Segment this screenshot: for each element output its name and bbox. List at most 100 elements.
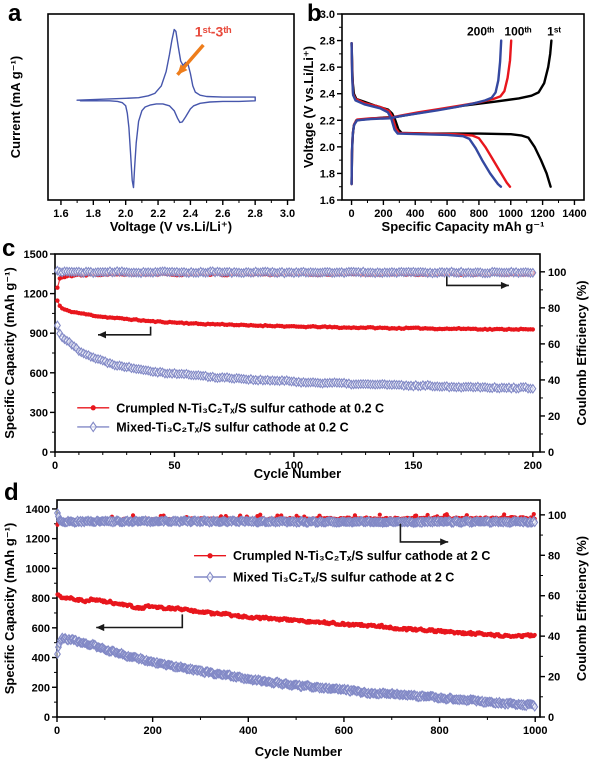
peak-pointer-arrow xyxy=(176,43,205,76)
x-axis-label: Specific Capacity mAh g⁻¹ xyxy=(382,219,545,234)
svg-text:800: 800 xyxy=(470,208,488,220)
svg-text:100: 100 xyxy=(285,460,303,472)
chart-svg-a: 1.6 1.8 2.0 2.2 2.4 2.6 2.8 3.0 Voltage (V vs.Li… xyxy=(8,13,295,234)
axes-c: 0 50 100 150 200 0 300 600 900 1200 1500 0 20 40 60 80 1… xyxy=(24,249,567,472)
svg-text:2.0: 2.0 xyxy=(320,142,335,154)
svg-text:60: 60 xyxy=(548,591,560,603)
left-axis-pointer-arrow xyxy=(96,614,184,632)
x-axis-label: Cycle Number xyxy=(255,744,342,759)
svg-text:600: 600 xyxy=(438,208,456,220)
svg-text:0: 0 xyxy=(548,447,554,459)
svg-text:200ᵗʰ: 200ᵗʰ xyxy=(467,24,495,38)
svg-text:600: 600 xyxy=(335,725,353,737)
right-axis-pointer-arrow xyxy=(399,523,449,546)
chart-svg-b: 0 200 400 600 800 1000 1200 1400 1.6 1.8 2.0 2.2 2.4… xyxy=(301,9,587,234)
svg-text:1400: 1400 xyxy=(562,208,586,220)
svg-text:3.0: 3.0 xyxy=(280,208,295,220)
legend-mixed-2C: Mixed Ti₃C₂Tₓ/S sulfur cathode at 2 C xyxy=(233,570,454,584)
legend-crumpled-0p2C: Crumpled N-Ti₃C₂Tₓ/S sulfur cathode at 0… xyxy=(116,401,384,415)
svg-text:2.8: 2.8 xyxy=(248,208,263,220)
cycle-range-label: 1ˢᵗ-3ᵗʰ xyxy=(195,23,232,39)
svg-text:0: 0 xyxy=(348,208,354,220)
panel-d-cycling-2C-chart: 0 200 400 600 800 1000 0 200 400 600 800 1000 1200 14… xyxy=(0,480,600,766)
y2-axis-label: Coulomb Efficiency (%) xyxy=(574,280,589,425)
y-axis-label: Specific Capacity (mAh g⁻¹) xyxy=(2,523,17,695)
svg-text:200: 200 xyxy=(524,460,542,472)
series-mixed-capacity-0p2C xyxy=(53,320,537,394)
svg-text:20: 20 xyxy=(548,411,560,423)
svg-text:0: 0 xyxy=(44,712,50,724)
svg-text:1200: 1200 xyxy=(26,534,50,546)
series-cycle-200-discharge xyxy=(350,42,503,188)
y-axis-label: Specific Capacity (mAh g⁻¹) xyxy=(2,267,17,439)
svg-text:200: 200 xyxy=(374,208,392,220)
svg-text:0: 0 xyxy=(548,712,554,724)
panel-b-label: b xyxy=(307,0,322,27)
svg-text:0: 0 xyxy=(42,447,48,459)
axes-d: 0 200 400 600 800 100002004006008001000120014… xyxy=(26,504,567,737)
panel-c-label: c xyxy=(2,235,16,262)
chart-svg-d: 0 200 400 600 800 100002004006008001000120014… xyxy=(2,499,589,759)
legend-mixed-0p2C: Mixed-Ti₃C₂Tₓ/S sulfur cathode at 0.2 C xyxy=(116,420,348,434)
svg-text:600: 600 xyxy=(32,623,50,635)
axes-a: 1.6 1.8 2.0 2.2 2.4 2.6 2.8 3.0 xyxy=(53,200,295,220)
svg-text:200: 200 xyxy=(32,682,50,694)
svg-text:60: 60 xyxy=(548,339,560,351)
x-axis-label: Cycle Number xyxy=(254,466,341,480)
svg-text:2.2: 2.2 xyxy=(320,115,335,127)
chart-svg-c: 0 50 100 150 200 0 300 600 900 1200 1500 0 20 40 60 80 1… xyxy=(2,249,589,481)
svg-text:400: 400 xyxy=(239,725,257,737)
svg-text:2.8: 2.8 xyxy=(320,36,335,48)
svg-text:800: 800 xyxy=(430,725,448,737)
svg-text:300: 300 xyxy=(30,407,48,419)
svg-text:900: 900 xyxy=(30,328,48,340)
svg-text:2.0: 2.0 xyxy=(118,208,133,220)
svg-text:100ᵗʰ: 100ᵗʰ xyxy=(504,24,532,38)
series-cycle-1-charge xyxy=(350,39,553,186)
svg-text:2.4: 2.4 xyxy=(183,208,199,220)
svg-text:1000: 1000 xyxy=(26,563,50,575)
right-axis-pointer-arrow xyxy=(446,276,509,290)
svg-text:80: 80 xyxy=(548,550,560,562)
series-mixed-efficiency-0p2C xyxy=(53,265,537,279)
svg-text:1000: 1000 xyxy=(523,725,547,737)
svg-text:0: 0 xyxy=(54,725,60,737)
label-1st: 1ˢᵗ xyxy=(547,24,561,38)
svg-text:50: 50 xyxy=(168,460,180,472)
axes-b: 0 200 400 600 800 1000 1200 1400 1.6 1.8 2.0 2.2 2.4… xyxy=(320,9,587,220)
legend-c: Crumpled N-Ti₃C₂Tₓ/S sulfur cathode at 0… xyxy=(77,401,384,434)
svg-text:40: 40 xyxy=(548,631,560,643)
svg-text:150: 150 xyxy=(404,460,422,472)
label-100th: 100ᵗʰ xyxy=(504,24,532,38)
svg-text:2.2: 2.2 xyxy=(150,208,165,220)
panel-b-charge-discharge-chart: 0 200 400 600 800 1000 1200 1400 1.6 1.8 2.0 2.2 2.4… xyxy=(300,0,600,238)
svg-text:80: 80 xyxy=(548,303,560,315)
series-crumpled-capacity-2C xyxy=(55,592,537,640)
svg-text:1500: 1500 xyxy=(24,249,48,261)
series-mixed-capacity-2C xyxy=(54,632,539,712)
series-crumpled-capacity-0p2C xyxy=(55,298,536,332)
svg-text:1ˢᵗ-3ᵗʰ: 1ˢᵗ-3ᵗʰ xyxy=(195,23,232,39)
panel-c-cycling-0p2C-chart: 0 50 100 150 200 0 300 600 900 1200 1500 0 20 40 60 80 1… xyxy=(0,238,600,481)
panel-d-label: d xyxy=(4,479,19,506)
svg-text:1.8: 1.8 xyxy=(86,208,101,220)
svg-text:1200: 1200 xyxy=(530,208,554,220)
label-200th: 200ᵗʰ xyxy=(467,24,495,38)
svg-text:1ˢᵗ: 1ˢᵗ xyxy=(547,24,561,38)
svg-text:2.4: 2.4 xyxy=(320,89,336,101)
panel-a-cv-chart: 1.6 1.8 2.0 2.2 2.4 2.6 2.8 3.0 Voltage (V vs.Li… xyxy=(0,0,300,238)
svg-text:20: 20 xyxy=(548,672,560,684)
svg-text:0: 0 xyxy=(52,460,58,472)
y-axis-label: Current (mA g⁻¹) xyxy=(8,56,23,158)
svg-text:600: 600 xyxy=(30,368,48,380)
svg-text:1.8: 1.8 xyxy=(320,168,335,180)
svg-text:1400: 1400 xyxy=(26,504,50,516)
y-axis-label: Voltage (V vs.Li/Li⁺) xyxy=(301,46,316,168)
svg-text:100: 100 xyxy=(548,510,566,522)
svg-text:400: 400 xyxy=(32,653,50,665)
svg-text:3.0: 3.0 xyxy=(320,9,335,21)
series-cycle-200-charge xyxy=(350,39,503,186)
svg-text:200: 200 xyxy=(143,725,161,737)
y2-axis-label: Coulomb Efficiency (%) xyxy=(574,536,589,681)
